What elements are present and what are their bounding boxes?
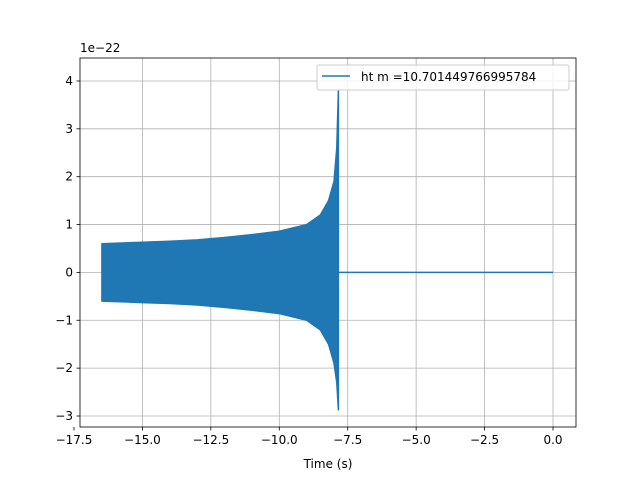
y-tick-label: 0 — [65, 265, 73, 279]
x-ticks: −17.5 −15.0 −12.5 −10.0 −7.5 −5.0 −2.5 0.0 — [56, 427, 563, 447]
x-axis-label: Time (s) — [303, 457, 353, 471]
legend-box — [316, 64, 570, 91]
y-ticks: −3 −2 −1 0 1 2 3 4 — [55, 74, 80, 423]
x-tick-label: −7.5 — [333, 433, 362, 447]
y-tick-label: −1 — [55, 313, 73, 327]
y-tick-label: 1 — [65, 218, 73, 232]
legend-label: ht m =10.701449766995784 — [361, 70, 536, 84]
x-tick-label: −10.0 — [261, 433, 298, 447]
y-tick-label: −3 — [55, 409, 73, 423]
legend: ht m =10.701449766995784 — [316, 64, 570, 91]
plot-frame — [79, 57, 577, 428]
x-tick-label: −15.0 — [124, 433, 161, 447]
x-tick-label: −2.5 — [470, 433, 499, 447]
x-tick-label: 0.0 — [543, 433, 562, 447]
x-tick-label: −5.0 — [402, 433, 431, 447]
inspiral-oscillation — [101, 89, 340, 411]
x-tick-label: −12.5 — [192, 433, 229, 447]
x-tick-label: −17.5 — [56, 433, 93, 447]
y-offset-label: 1e−22 — [80, 41, 120, 55]
y-tick-label: −2 — [55, 361, 73, 375]
y-tick-label: 3 — [65, 122, 73, 136]
y-tick-label: 4 — [65, 74, 73, 88]
y-tick-label: 2 — [65, 170, 73, 184]
series — [101, 89, 554, 411]
